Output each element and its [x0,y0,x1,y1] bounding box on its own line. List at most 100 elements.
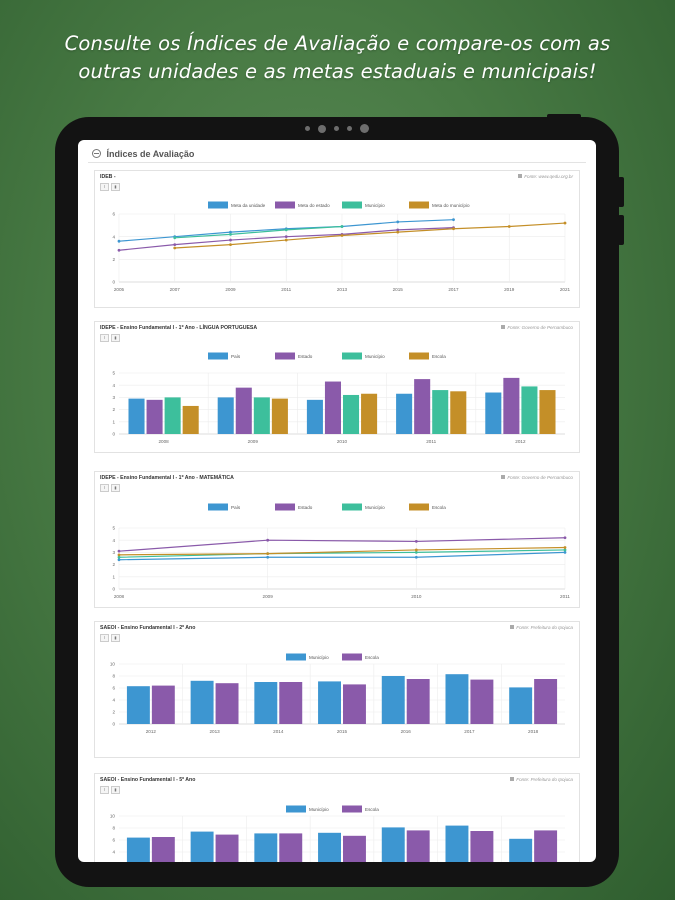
legend-label[interactable]: Meta do município [432,203,470,208]
legend-label[interactable]: Município [309,807,329,812]
bar[interactable] [432,390,449,434]
line-chart-icon[interactable]: ⌇ [100,484,109,492]
bar[interactable] [343,394,360,434]
bar-chart-icon[interactable]: ▮ [111,634,120,642]
bar[interactable] [128,398,145,434]
bar[interactable] [343,835,366,862]
data-point[interactable] [229,230,232,234]
legend-swatch[interactable] [208,201,228,209]
data-point[interactable] [414,555,418,559]
data-point[interactable] [284,235,288,239]
legend-swatch[interactable] [409,201,429,209]
data-point[interactable] [452,227,455,231]
legend-label[interactable]: Município [365,203,385,208]
legend-swatch[interactable] [342,503,362,511]
bar[interactable] [126,837,150,862]
section-header[interactable]: Índices de Avaliação [92,148,194,159]
bar[interactable] [217,397,234,434]
data-point[interactable] [266,555,270,559]
bar[interactable] [406,679,430,724]
legend-swatch[interactable] [208,503,228,511]
data-point[interactable] [563,546,567,549]
legend-swatch[interactable] [342,352,362,360]
line-chart-icon[interactable]: ⌇ [100,786,109,794]
bar[interactable] [445,825,469,862]
data-point[interactable] [173,243,177,246]
data-point[interactable] [117,555,121,559]
line-chart-icon[interactable]: ⌇ [100,634,109,642]
bar[interactable] [509,687,533,724]
bar[interactable] [279,833,303,862]
data-point[interactable] [507,225,511,228]
bar[interactable] [271,398,288,434]
bar[interactable] [521,386,538,434]
line-chart-icon[interactable]: ⌇ [100,334,109,342]
legend-swatch[interactable] [275,503,295,511]
legend-label[interactable]: País [231,505,241,510]
legend-swatch[interactable] [286,653,306,661]
bar[interactable] [254,682,278,724]
bar[interactable] [470,831,494,862]
bar[interactable] [343,684,366,724]
bar[interactable] [215,683,239,724]
bar[interactable] [509,838,533,862]
bar[interactable] [215,834,239,862]
series-line[interactable] [118,546,566,556]
legend-swatch[interactable] [275,352,295,360]
bar[interactable] [470,679,494,724]
legend-label[interactable]: Escola [432,354,446,359]
data-point[interactable] [563,551,567,554]
data-point[interactable] [229,238,232,242]
legend-swatch[interactable] [342,805,362,813]
legend-label[interactable]: Estado [298,505,313,510]
bar[interactable] [190,831,214,862]
bar[interactable] [381,676,405,724]
data-point[interactable] [266,538,270,542]
data-point[interactable] [117,248,121,252]
bar-chart-icon[interactable]: ▮ [111,183,120,191]
collapse-icon[interactable] [92,149,101,158]
data-point[interactable] [229,233,232,236]
legend-label[interactable]: Meta da unidade [231,203,266,208]
bar[interactable] [146,399,163,434]
data-point[interactable] [117,558,121,562]
bar[interactable] [324,381,341,434]
bar[interactable] [534,830,558,862]
legend-label[interactable]: País [231,354,241,359]
legend-label[interactable]: Escola [432,505,446,510]
bar[interactable] [396,393,413,434]
data-point[interactable] [266,552,270,556]
series-line[interactable] [174,222,566,249]
bar[interactable] [361,393,378,434]
data-point[interactable] [229,243,232,246]
bar[interactable] [151,685,175,724]
legend-label[interactable]: Município [309,655,329,660]
data-point[interactable] [284,238,288,242]
legend-label[interactable]: Escola [365,655,379,660]
data-point[interactable] [414,551,418,554]
bar[interactable] [381,827,405,862]
bar[interactable] [503,377,520,434]
legend-swatch[interactable] [409,503,429,511]
bar[interactable] [318,832,341,862]
bar[interactable] [253,397,270,434]
series-line[interactable] [174,225,343,239]
legend-swatch[interactable] [342,201,362,209]
data-point[interactable] [396,228,400,232]
line-chart-icon[interactable]: ⌇ [100,183,109,191]
data-point[interactable] [173,246,177,250]
data-point[interactable] [396,220,400,224]
data-point[interactable] [284,228,288,232]
data-point[interactable] [563,536,567,540]
legend-swatch[interactable] [275,201,295,209]
legend-swatch[interactable] [286,805,306,813]
bar[interactable] [445,674,469,724]
bar[interactable] [151,837,175,862]
data-point[interactable] [340,234,344,237]
bar-chart-icon[interactable]: ▮ [111,786,120,794]
bar[interactable] [414,379,431,434]
data-point[interactable] [117,553,121,557]
bar-chart-icon[interactable]: ▮ [111,484,120,492]
legend-label[interactable]: Estado [298,354,313,359]
bar[interactable] [485,392,502,434]
